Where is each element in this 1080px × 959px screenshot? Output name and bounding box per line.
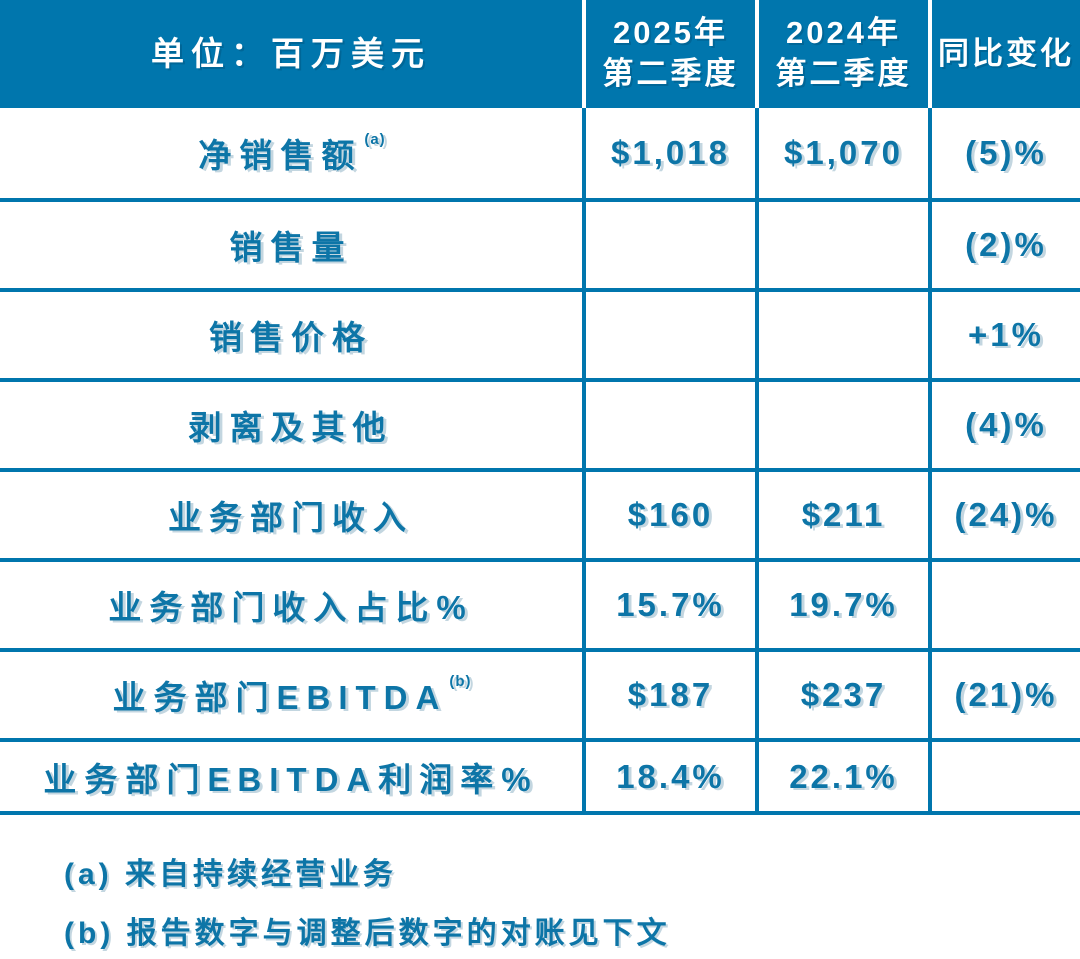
financial-summary-table: 单位：百万美元 2025年 第二季度 2024年 第二季度 同比变化 净销售额(… <box>0 0 1080 815</box>
value-cell-2024: $211 <box>755 468 928 558</box>
footnote-marker-a: (a) <box>364 130 386 148</box>
row-label-text: 销售价格 <box>209 319 373 356</box>
row-label: 剥离及其他 <box>0 378 582 468</box>
yoy-cell <box>928 738 1080 815</box>
value-cell-2025 <box>582 378 755 468</box>
value-cell-2024: 19.7% <box>755 558 928 648</box>
value-cell-2025: 18.4% <box>582 738 755 815</box>
col-header-2024-line2: 第二季度 <box>775 56 912 91</box>
col-header-yoy: 同比变化 <box>928 0 1080 108</box>
value-cell-2024: $237 <box>755 648 928 738</box>
yoy-cell: (4)% <box>928 378 1080 468</box>
row-label: 销售价格 <box>0 288 582 378</box>
unit-label: 单位：百万美元 <box>151 35 431 73</box>
value-cell-2025: $160 <box>582 468 755 558</box>
row-label: 销售量 <box>0 198 582 288</box>
row-label: 业务部门收入 <box>0 468 582 558</box>
value-cell-2024 <box>755 198 928 288</box>
value-cell-2024: $1,070 <box>755 108 928 198</box>
value-cell-2025: $1,018 <box>582 108 755 198</box>
col-header-2024-line1: 2024年 <box>786 15 901 51</box>
value-cell-2025: 15.7% <box>582 558 755 648</box>
unit-header-cell: 单位：百万美元 <box>0 0 582 108</box>
row-label-text: 净销售额 <box>198 137 363 174</box>
row-label: 净销售额 (a) <box>0 108 582 198</box>
row-label-text: 业务部门EBITDA <box>112 679 448 716</box>
row-label-text: 剥离及其他 <box>188 409 394 446</box>
table-row-price: 销售价格 +1% <box>0 288 1080 378</box>
table-row-divestitures: 剥离及其他 (4)% <box>0 378 1080 468</box>
col-header-2024: 2024年 第二季度 <box>755 0 928 108</box>
table-row-volume: 销售量 (2)% <box>0 198 1080 288</box>
value-cell-2024 <box>755 288 928 378</box>
footnote-b: (b) 报告数字与调整后数字的对账见下文 <box>64 917 671 950</box>
row-label-text: 业务部门收入占比% <box>108 589 474 626</box>
table-row-segment-ebitda-margin: 业务部门EBITDA利润率% 18.4% 22.1% <box>0 738 1080 815</box>
value-cell-2024: 22.1% <box>755 738 928 815</box>
value-cell-2024 <box>755 378 928 468</box>
yoy-cell: (5)% <box>928 108 1080 198</box>
yoy-cell <box>928 558 1080 648</box>
footnote-marker-b: (b) <box>449 672 472 690</box>
row-label-text: 业务部门收入 <box>168 499 414 536</box>
row-label-text: 业务部门EBITDA利润率% <box>43 760 539 798</box>
value-cell-2025 <box>582 288 755 378</box>
footnotes-block: (a) 来自持续经营业务 (b) 报告数字与调整后数字的对账见下文 <box>64 845 1080 959</box>
yoy-cell: (24)% <box>928 468 1080 558</box>
col-header-2025-line2: 第二季度 <box>602 56 739 91</box>
row-label: 业务部门收入占比% <box>0 558 582 648</box>
yoy-cell: (21)% <box>928 648 1080 738</box>
col-header-2025: 2025年 第二季度 <box>582 0 755 108</box>
row-label: 业务部门EBITDA利润率% <box>0 738 582 815</box>
row-label-text: 销售量 <box>229 229 353 266</box>
table-row-net-sales: 净销售额 (a) $1,018 $1,070 (5)% <box>0 108 1080 198</box>
yoy-cell: +1% <box>928 288 1080 378</box>
value-cell-2025 <box>582 198 755 288</box>
yoy-cell: (2)% <box>928 198 1080 288</box>
yoy-header-label: 同比变化 <box>938 35 1074 71</box>
row-label: 业务部门EBITDA (b) <box>0 648 582 738</box>
value-cell-2025: $187 <box>582 648 755 738</box>
table-row-segment-income-pct: 业务部门收入占比% 15.7% 19.7% <box>0 558 1080 648</box>
table-row-segment-ebitda: 业务部门EBITDA (b) $187 $237 (21)% <box>0 648 1080 738</box>
col-header-2025-line1: 2025年 <box>613 15 728 51</box>
table-header-row: 单位：百万美元 2025年 第二季度 2024年 第二季度 同比变化 <box>0 0 1080 108</box>
table-row-segment-income: 业务部门收入 $160 $211 (24)% <box>0 468 1080 558</box>
footnote-a: (a) 来自持续经营业务 <box>64 858 397 891</box>
